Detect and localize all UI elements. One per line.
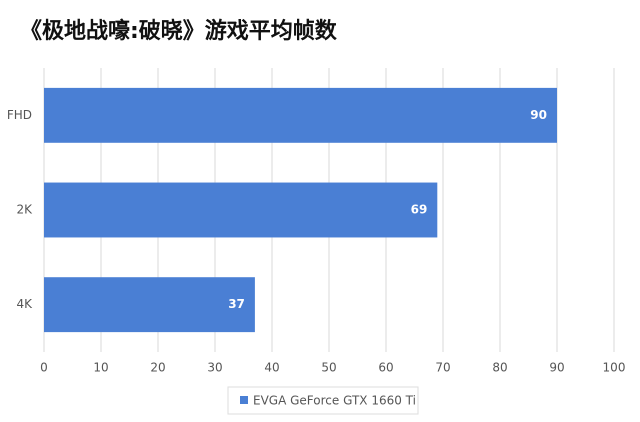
x-tick-label: 10 [93, 361, 108, 375]
x-tick-label: 70 [435, 361, 450, 375]
data-label: 90 [530, 108, 547, 122]
y-tick-label: 2K [16, 203, 33, 217]
legend-box [227, 386, 419, 415]
chart-title: 《极地战嚎:破晓》游戏平均帧数 [20, 18, 338, 44]
x-tick-label: 80 [492, 361, 507, 375]
x-tick-label: 40 [264, 361, 279, 375]
legend-label: EVGA GeForce GTX 1660 Ti [253, 394, 416, 408]
x-tick-label: 60 [378, 361, 393, 375]
x-tick-label: 20 [150, 361, 165, 375]
x-tick-label: 30 [207, 361, 222, 375]
x-tick-label: 0 [40, 361, 48, 375]
legend-swatch [240, 396, 248, 404]
y-tick-label: FHD [7, 108, 32, 122]
bar [44, 87, 557, 143]
x-tick-label: 100 [603, 361, 626, 375]
bar [44, 182, 438, 238]
x-tick-label: 90 [549, 361, 564, 375]
data-label: 37 [228, 297, 245, 311]
bar [44, 277, 255, 333]
x-tick-label: 50 [321, 361, 336, 375]
y-tick-label: 4K [16, 297, 33, 311]
data-label: 69 [411, 203, 428, 217]
